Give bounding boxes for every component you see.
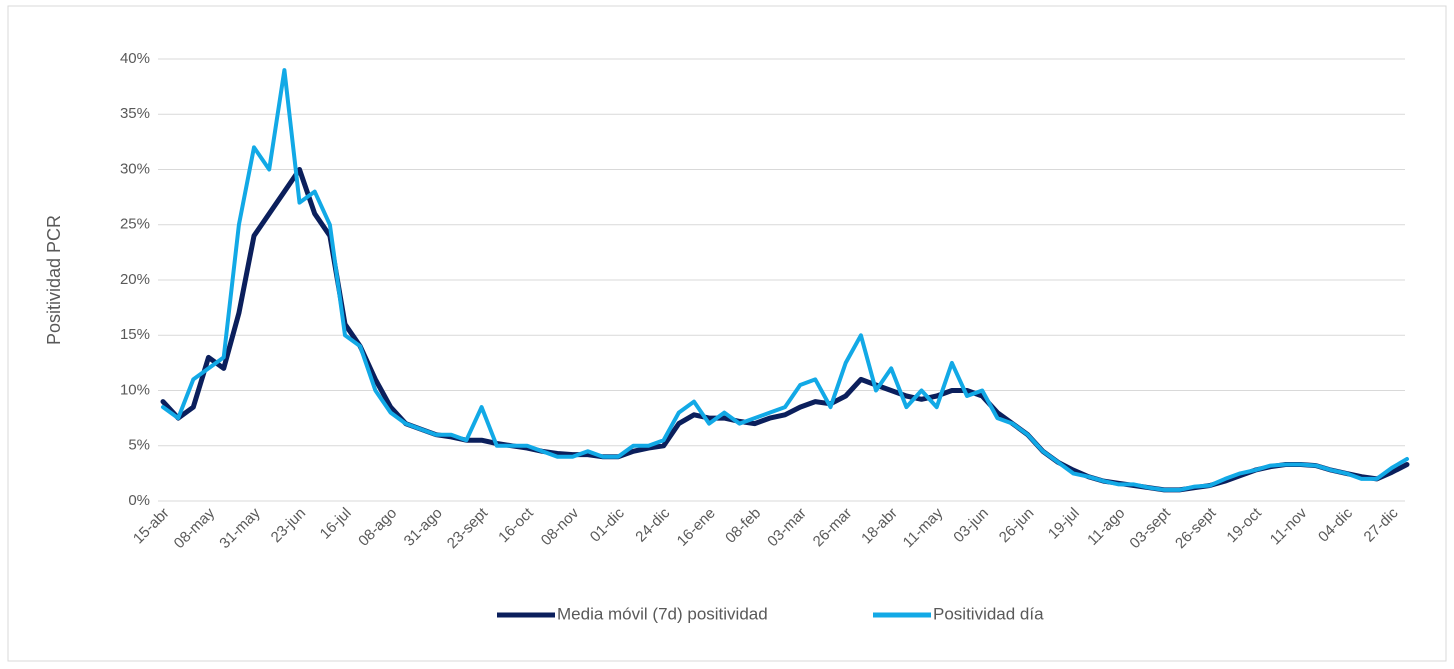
legend-label: Positividad día bbox=[933, 604, 1044, 623]
y-tick-label: 0% bbox=[128, 492, 150, 509]
y-tick-label: 40% bbox=[120, 50, 150, 67]
y-tick-label: 30% bbox=[120, 160, 150, 177]
chart-border bbox=[7, 5, 1447, 662]
y-axis-title: Positividad PCR bbox=[44, 215, 64, 345]
line-series bbox=[161, 68, 1409, 492]
y-tick-label: 5% bbox=[128, 437, 150, 454]
y-tick-label: 15% bbox=[120, 326, 150, 343]
y-tick-label: 25% bbox=[120, 216, 150, 233]
y-tick-label: 35% bbox=[120, 105, 150, 122]
y-tick-label: 20% bbox=[120, 271, 150, 288]
legend-label: Media móvil (7d) positividad bbox=[557, 604, 768, 623]
y-tick-label: 10% bbox=[120, 381, 150, 398]
